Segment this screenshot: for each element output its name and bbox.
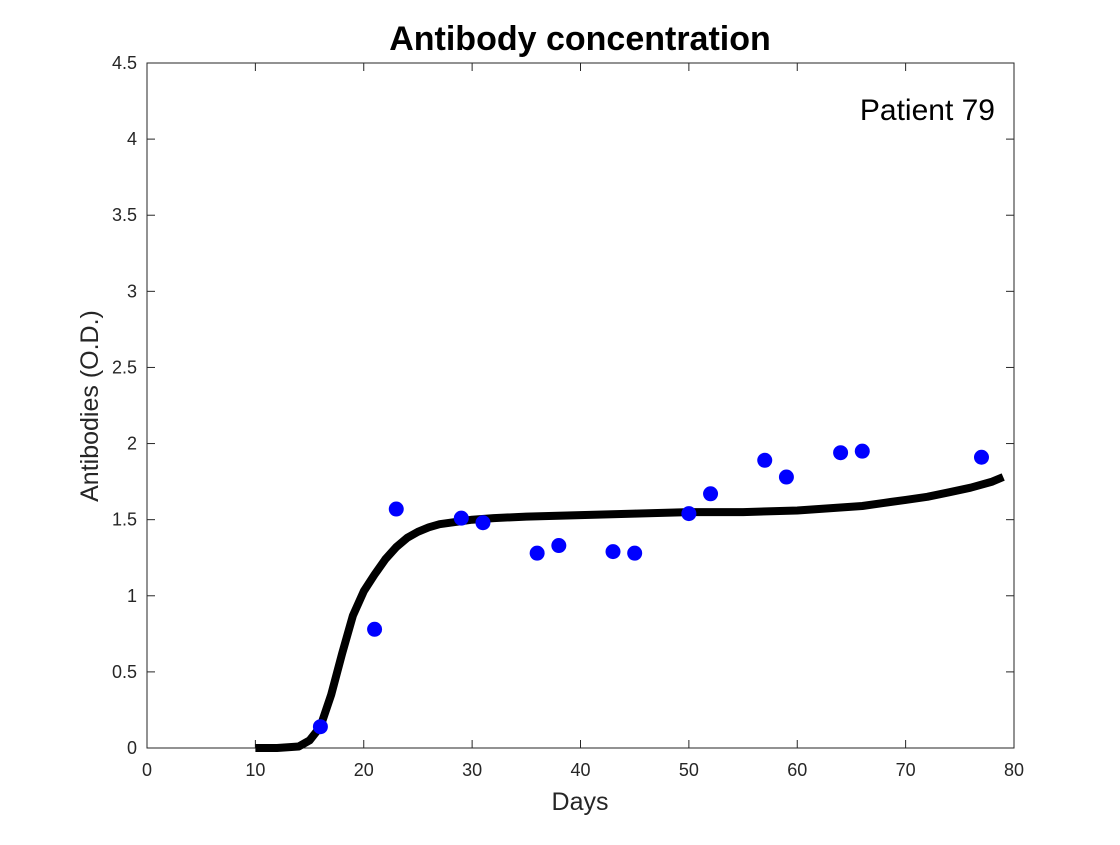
y-tick-label: 4 xyxy=(127,129,137,149)
x-tick-label: 20 xyxy=(354,760,374,780)
data-point xyxy=(757,452,773,468)
x-tick-label: 60 xyxy=(787,760,807,780)
data-point xyxy=(681,506,697,522)
x-tick-label: 0 xyxy=(142,760,152,780)
y-tick-label: 1 xyxy=(127,586,137,606)
x-tick-label: 40 xyxy=(570,760,590,780)
y-tick-label: 0.5 xyxy=(112,662,137,682)
data-point xyxy=(627,545,643,561)
x-axis-label: Days xyxy=(552,788,609,816)
data-point xyxy=(833,445,849,461)
data-point xyxy=(529,545,545,561)
y-tick-label: 4.5 xyxy=(112,53,137,73)
x-tick-label: 70 xyxy=(896,760,916,780)
y-tick-label: 3 xyxy=(127,281,137,301)
data-point xyxy=(703,486,719,502)
x-tick-label: 50 xyxy=(679,760,699,780)
data-point xyxy=(475,515,491,531)
x-tick-label: 10 xyxy=(245,760,265,780)
y-tick-label: 2.5 xyxy=(112,357,137,377)
patient-annotation: Patient 79 xyxy=(860,94,995,127)
axis-ticks: 0 10 20 30 40 50 60 70 80 0 0.5 1 1.5 2 2.5 3 3.5 4 4.5 xyxy=(112,53,1024,780)
data-point xyxy=(312,719,328,735)
data-point xyxy=(973,449,989,465)
y-tick-label: 1.5 xyxy=(112,510,137,530)
y-tick-label: 3.5 xyxy=(112,205,137,225)
data-point xyxy=(854,443,870,459)
data-point xyxy=(605,544,621,560)
data-point xyxy=(453,510,469,526)
x-tick-label: 30 xyxy=(462,760,482,780)
data-point xyxy=(388,501,404,517)
y-axis-label: Antibodies (O.D.) xyxy=(76,310,104,502)
data-point xyxy=(551,538,567,554)
data-points-layer xyxy=(312,443,989,735)
plot-area xyxy=(146,62,1015,749)
data-point xyxy=(778,469,794,485)
chart-title: Antibody concentration xyxy=(389,20,771,58)
y-tick-label: 2 xyxy=(127,434,137,454)
x-tick-label: 80 xyxy=(1004,760,1024,780)
y-tick-label: 0 xyxy=(127,738,137,758)
data-point xyxy=(367,621,383,637)
